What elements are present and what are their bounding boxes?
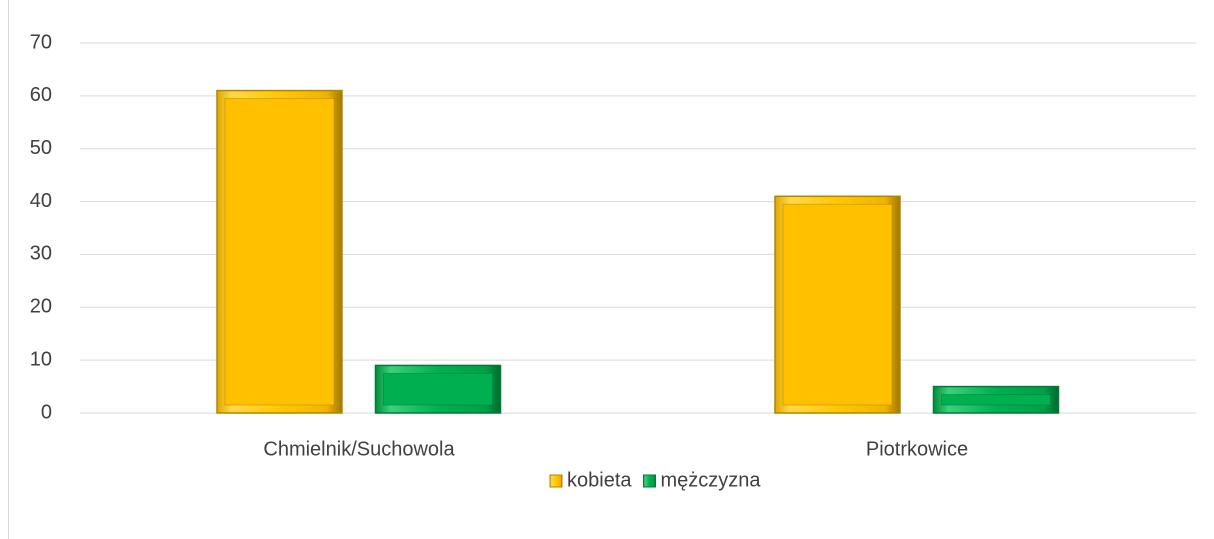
bar-bevel <box>782 203 893 406</box>
x-tick-label: Piotrkowice <box>866 438 968 460</box>
bar-bevel <box>941 394 1051 406</box>
chart-frame <box>8 0 9 539</box>
y-tick-label: 10 <box>30 348 52 370</box>
y-tick-label: 70 <box>30 31 52 53</box>
legend-swatch <box>643 474 656 488</box>
legend-swatch <box>549 474 563 488</box>
y-tick-label: 0 <box>41 401 52 423</box>
x-tick-label: Chmielnik/Suchowola <box>263 438 455 460</box>
y-tick-label: 50 <box>30 137 52 159</box>
y-tick-label: 30 <box>30 243 52 265</box>
legend-label: kobieta <box>567 469 632 491</box>
y-tick-label: 20 <box>30 296 52 318</box>
bar-bevel <box>383 372 493 406</box>
y-tick-label: 40 <box>30 190 52 212</box>
legend-label: mężczyzna <box>661 469 762 491</box>
bar-bevel <box>224 98 335 406</box>
y-tick-label: 60 <box>30 84 52 106</box>
